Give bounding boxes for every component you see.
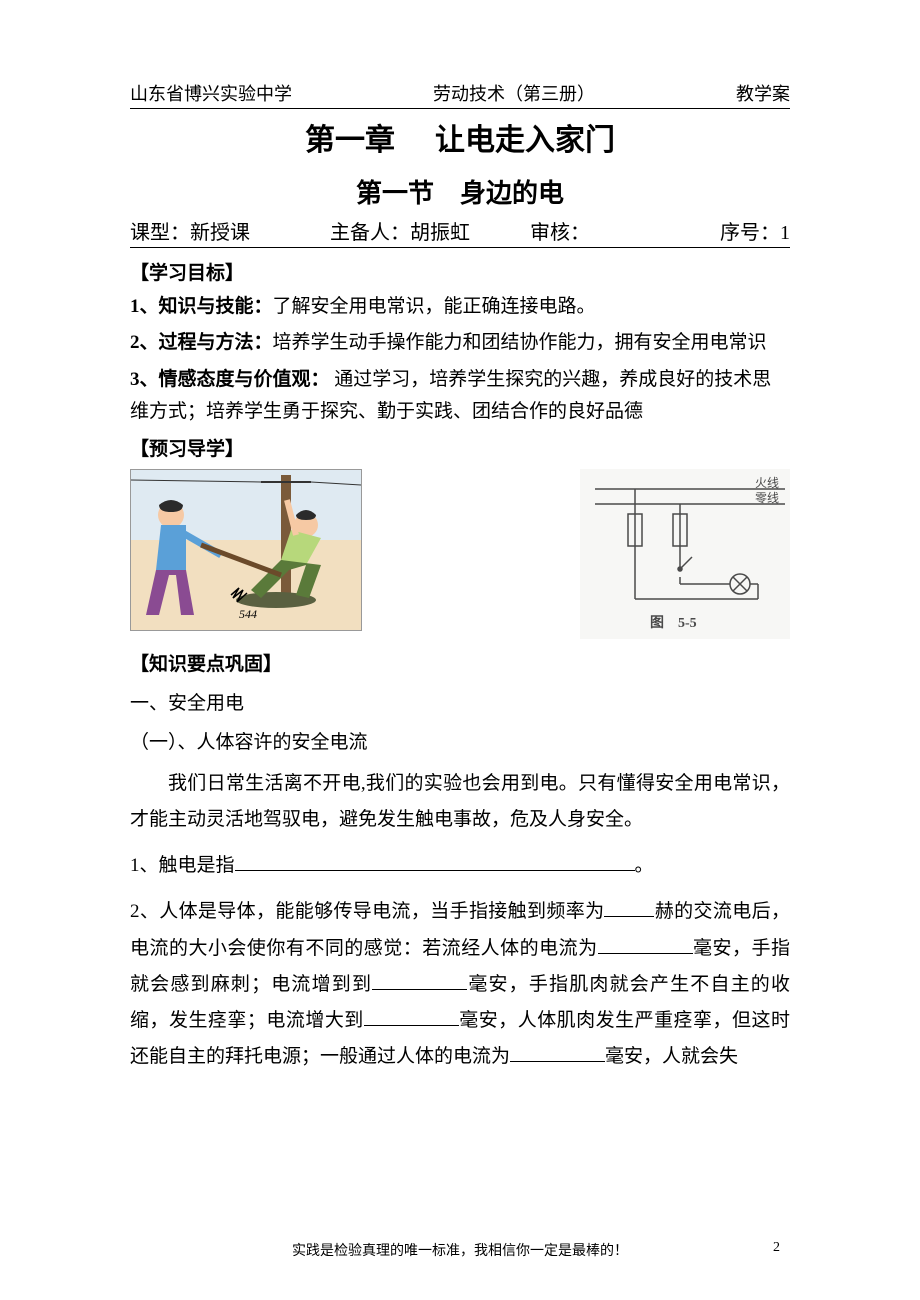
footer-text: 实践是检验真理的唯一标准，我相信你一定是最棒的！ bbox=[292, 1244, 628, 1259]
q2-t1: 2、人体是导体，能能够传导电流，当手指接触到频率为 bbox=[130, 901, 604, 922]
intro-paragraph: 我们日常生活离不开电,我们的实验也会用到电。只有懂得安全用电常识，才能主动灵活地… bbox=[130, 766, 790, 838]
goal-3-label: 3、情感态度与价值观： bbox=[130, 369, 330, 390]
blank-field[interactable] bbox=[604, 899, 654, 917]
serial-label: 序号： bbox=[720, 222, 780, 244]
book-name: 劳动技术（第三册） bbox=[433, 80, 595, 106]
class-type-label: 课型： bbox=[130, 222, 190, 244]
section-title: 第一节 身边的电 bbox=[130, 173, 790, 210]
question-1: 1、触电是指 。 bbox=[130, 848, 790, 884]
blank-field[interactable] bbox=[372, 972, 467, 990]
q2-t6: 毫安，人就会失 bbox=[605, 1046, 738, 1067]
page-footer: 实践是检验真理的唯一标准，我相信你一定是最棒的！ 2 bbox=[0, 1240, 920, 1260]
page: 山东省博兴实验中学 劳动技术（第三册） 教学案 第一章 让电走入家门 第一节 身边… bbox=[0, 0, 920, 1300]
images-row: 544 bbox=[130, 469, 790, 639]
lightning-text: 544 bbox=[239, 607, 257, 621]
goal-3: 3、情感态度与价值观： 通过学习，培养学生探究的兴趣，养成良好的技术思维方式；培… bbox=[130, 364, 790, 429]
section-1-1: （一）、人体容许的安全电流 bbox=[130, 727, 790, 754]
consolidate-header: 【知识要点巩固】 bbox=[130, 649, 790, 676]
doc-type: 教学案 bbox=[736, 80, 790, 106]
school-name: 山东省博兴实验中学 bbox=[130, 80, 292, 106]
section-name: 身边的电 bbox=[460, 179, 564, 208]
blank-field[interactable] bbox=[235, 853, 635, 871]
q1-suffix: 。 bbox=[635, 855, 654, 876]
goal-1-label: 1、知识与技能： bbox=[130, 296, 273, 317]
review-label: 审核： bbox=[530, 222, 590, 244]
page-header: 山东省博兴实验中学 劳动技术（第三册） 教学案 bbox=[130, 80, 790, 109]
chapter-title: 第一章 让电走入家门 bbox=[130, 115, 790, 159]
goal-2: 2、过程与方法：培养学生动手操作能力和团结协作能力，拥有安全用电常识 bbox=[130, 327, 790, 359]
section-1: 一、安全用电 bbox=[130, 688, 790, 715]
chapter-label: 第一章 bbox=[305, 124, 395, 157]
chapter-name: 让电走入家门 bbox=[435, 124, 615, 157]
blank-field[interactable] bbox=[510, 1044, 605, 1062]
page-number: 2 bbox=[773, 1240, 780, 1256]
goals-header: 【学习目标】 bbox=[130, 258, 790, 285]
neutral-wire-label: 零线 bbox=[755, 491, 779, 505]
goal-1-text: 了解安全用电常识，能正确连接电路。 bbox=[273, 296, 596, 317]
circuit-diagram: 火线 零线 图 5-5 bbox=[580, 469, 790, 639]
class-type: 新授课 bbox=[190, 222, 250, 244]
meta-row: 课型：新授课 主备人：胡振虹 审核： 序号：1 bbox=[130, 216, 790, 248]
serial-number: 1 bbox=[780, 222, 790, 244]
circuit-svg: 火线 零线 图 5-5 bbox=[580, 469, 790, 639]
author-name: 胡振虹 bbox=[410, 222, 470, 244]
author-label: 主备人： bbox=[330, 222, 410, 244]
goal-2-label: 2、过程与方法： bbox=[130, 332, 273, 353]
blank-field[interactable] bbox=[364, 1008, 459, 1026]
question-2: 2、人体是导体，能能够传导电流，当手指接触到频率为赫的交流电后，电流的大小会使你… bbox=[130, 894, 790, 1074]
preview-header: 【预习导学】 bbox=[130, 434, 790, 461]
live-wire-label: 火线 bbox=[755, 476, 779, 490]
goal-1: 1、知识与技能：了解安全用电常识，能正确连接电路。 bbox=[130, 291, 790, 323]
cartoon-svg: 544 bbox=[131, 470, 361, 630]
section-label: 第一节 bbox=[356, 179, 434, 208]
circuit-caption: 图 5-5 bbox=[650, 615, 697, 631]
cartoon-image: 544 bbox=[130, 469, 362, 631]
goal-2-text: 培养学生动手操作能力和团结协作能力，拥有安全用电常识 bbox=[273, 332, 767, 353]
q1-prefix: 1、触电是指 bbox=[130, 855, 235, 876]
blank-field[interactable] bbox=[598, 935, 693, 953]
